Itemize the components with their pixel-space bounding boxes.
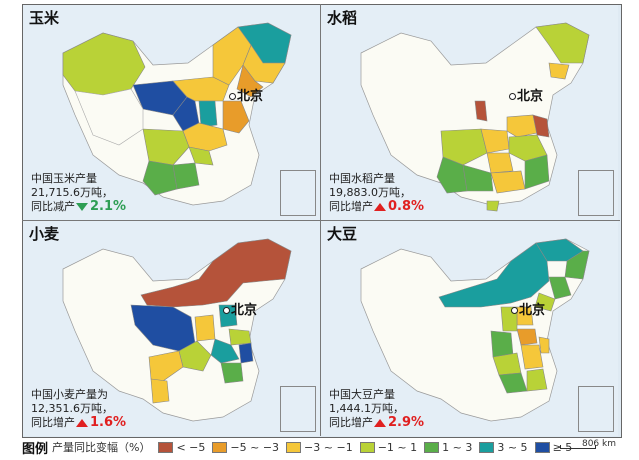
- south-china-sea-inset: [578, 386, 614, 432]
- legend-swatch: [359, 441, 375, 453]
- legend: 图例 产量同比变幅（%） < −5 −5 ~ −3 −3 ~ −1 −1 ~ 1…: [22, 437, 622, 457]
- legend-item: −1 ~ 1: [359, 441, 417, 454]
- increase-arrow-icon: [374, 203, 386, 211]
- legend-item: 3 ~ 5: [479, 441, 528, 454]
- corn-map: [23, 5, 320, 220]
- beijing-label: 北京: [229, 85, 263, 104]
- corn-stats: 中国玉米产量 21,715.6万吨， 同比减产 2.1%: [31, 172, 127, 214]
- beijing-marker-icon: [229, 93, 236, 100]
- wheat-map: [23, 221, 320, 436]
- panel-title: 小麦: [29, 225, 60, 243]
- legend-swatch: [534, 441, 550, 453]
- legend-item: −3 ~ −1: [286, 441, 353, 454]
- change-value: 2.9%: [388, 415, 425, 430]
- panel-title: 玉米: [29, 9, 60, 27]
- panel-title: 水稻: [327, 9, 358, 27]
- rice-map: [321, 5, 618, 220]
- horizontal-divider: [22, 220, 620, 221]
- beijing-label: 北京: [223, 299, 257, 318]
- legend-title: 图例: [22, 441, 49, 457]
- change-value: 1.6%: [90, 415, 127, 430]
- soybean-map: [321, 221, 618, 436]
- corn-panel: 玉米 北京 中国玉米产量 21,715.6万吨， 同比减产 2.1%: [23, 5, 320, 220]
- legend-item: 1 ~ 3: [424, 441, 472, 454]
- legend-item: −5 ~ −3: [212, 441, 279, 454]
- wheat-stats: 中国小麦产量为 12,351.6万吨， 同比增产 1.6%: [31, 388, 127, 430]
- beijing-marker-icon: [509, 93, 516, 100]
- legend-subtitle: 产量同比变幅（%）: [52, 441, 151, 454]
- wheat-panel: 小麦 北京 中国小麦产量为 12,351.6万吨， 同比增产 1.6%: [23, 221, 320, 436]
- legend-swatch: [479, 441, 495, 453]
- legend-swatch: [286, 441, 302, 453]
- south-china-sea-inset: [280, 386, 316, 432]
- rice-panel: 水稻 北京 中国水稻产量 19,883.0万吨， 同比增产 0.8%: [321, 5, 618, 220]
- beijing-marker-icon: [223, 307, 230, 314]
- beijing-marker-icon: [511, 307, 518, 314]
- increase-arrow-icon: [76, 419, 88, 427]
- south-china-sea-inset: [280, 170, 316, 216]
- legend-swatch: [424, 441, 440, 453]
- legend-item: < −5: [158, 441, 205, 454]
- soybean-stats: 中国大豆产量 1,444.1万吨， 同比增产 2.9%: [329, 388, 425, 430]
- south-china-sea-inset: [578, 170, 614, 216]
- rice-stats: 中国水稻产量 19,883.0万吨， 同比增产 0.8%: [329, 172, 425, 214]
- legend-item: ≥ 5: [534, 441, 572, 454]
- increase-arrow-icon: [374, 419, 386, 427]
- beijing-label: 北京: [509, 85, 543, 104]
- decrease-arrow-icon: [76, 203, 88, 211]
- scale-bar-line: [560, 445, 596, 449]
- change-value: 2.1%: [90, 199, 127, 214]
- legend-swatch: [212, 441, 228, 453]
- change-value: 0.8%: [388, 199, 425, 214]
- scale-bar: 806 km: [560, 439, 616, 453]
- legend-swatch: [158, 441, 174, 453]
- scale-bar-label: 806 km: [581, 439, 616, 449]
- panel-title: 大豆: [327, 225, 358, 243]
- soybean-panel: 大豆 北京 中国大豆产量 1,444.1万吨， 同比增产 2.9%: [321, 221, 618, 436]
- beijing-label: 北京: [511, 299, 545, 318]
